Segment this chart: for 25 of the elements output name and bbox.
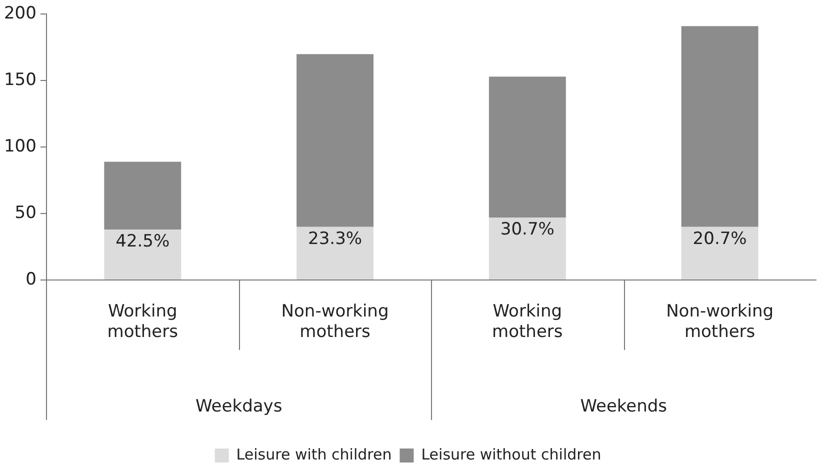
x-tick-label: Working mothers bbox=[107, 302, 178, 342]
annotation: 23.3% bbox=[308, 228, 362, 249]
text: Weekdays bbox=[195, 396, 282, 416]
annotation: 42.5% bbox=[116, 231, 170, 252]
bar bbox=[104, 230, 182, 280]
text: Weekends bbox=[580, 396, 668, 416]
y-tick-label: 0 bbox=[26, 269, 36, 290]
bar bbox=[296, 226, 374, 280]
bar bbox=[296, 54, 374, 227]
y-tick-label: 150 bbox=[4, 70, 36, 90]
bar bbox=[104, 162, 182, 230]
bar bbox=[488, 218, 566, 280]
legend-label: Leisure with children bbox=[236, 445, 392, 464]
x-tick-label: Non-working mothers bbox=[666, 302, 774, 342]
x-tick-label: Non-working mothers bbox=[281, 302, 389, 342]
bar bbox=[488, 76, 566, 218]
y-tick-label: 50 bbox=[14, 202, 36, 223]
annotation: 30.7% bbox=[500, 219, 554, 240]
y-tick-label: 100 bbox=[4, 136, 36, 157]
annotation: 20.7% bbox=[692, 228, 747, 249]
bar bbox=[681, 26, 758, 227]
y-tick-label: 200 bbox=[4, 4, 36, 24]
bar bbox=[681, 226, 758, 280]
legend-label: Leisure without children bbox=[421, 445, 602, 464]
x-tick-label: Working mothers bbox=[492, 302, 563, 342]
